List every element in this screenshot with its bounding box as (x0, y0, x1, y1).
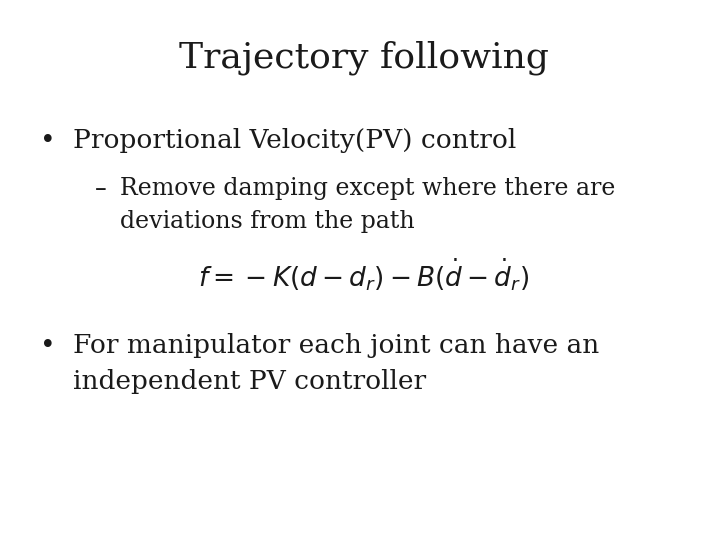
Text: deviations from the path: deviations from the path (120, 210, 415, 233)
Text: Remove damping except where there are: Remove damping except where there are (120, 177, 615, 200)
Text: •: • (40, 128, 55, 155)
Text: independent PV controller: independent PV controller (73, 369, 426, 394)
Text: Trajectory following: Trajectory following (179, 41, 549, 75)
Text: For manipulator each joint can have an: For manipulator each joint can have an (73, 333, 599, 358)
Text: $f = -K(d - d_r) - B(\dot{d} - \dot{d}_r)$: $f = -K(d - d_r) - B(\dot{d} - \dot{d}_r… (198, 257, 530, 293)
Text: –: – (95, 177, 106, 201)
Text: •: • (40, 333, 55, 359)
Text: Proportional Velocity(PV) control: Proportional Velocity(PV) control (73, 128, 516, 153)
